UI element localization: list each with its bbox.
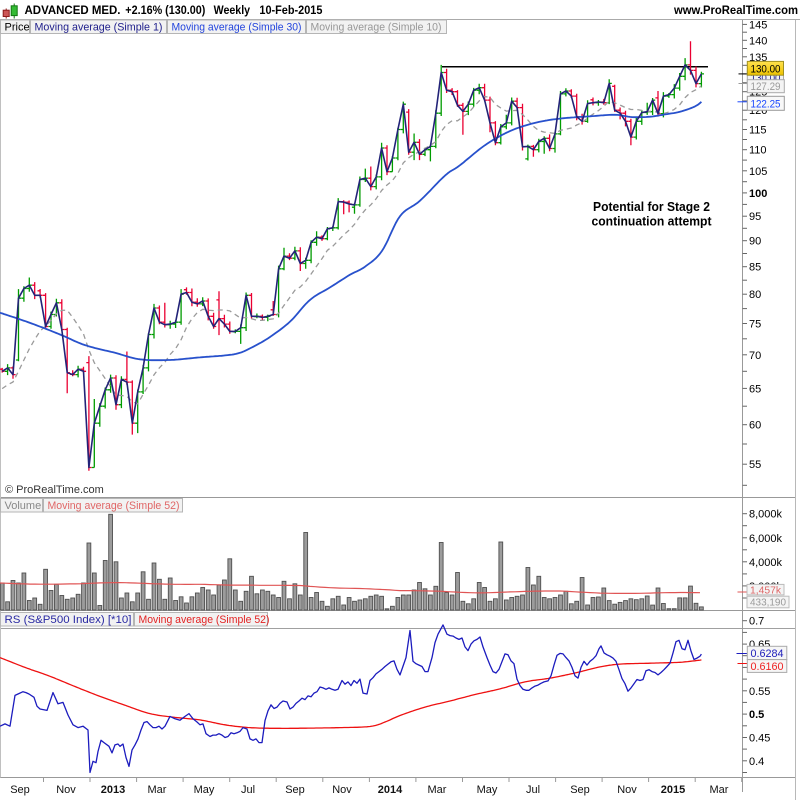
- svg-text:0.6160: 0.6160: [751, 661, 784, 673]
- svg-text:Moving average (Simple 52): Moving average (Simple 52): [139, 614, 270, 626]
- svg-text:0.7: 0.7: [749, 616, 764, 628]
- svg-text:0.5: 0.5: [749, 709, 764, 721]
- svg-text:1,457k: 1,457k: [750, 584, 782, 596]
- svg-text:6,000k: 6,000k: [749, 533, 783, 545]
- svg-text:Mar: Mar: [428, 784, 447, 796]
- svg-text:ADVANCED MED.: ADVANCED MED.: [25, 5, 121, 17]
- svg-text:Moving average (Simple 52): Moving average (Simple 52): [48, 500, 180, 512]
- svg-text:Nov: Nov: [332, 784, 352, 796]
- svg-text:145: 145: [749, 19, 767, 31]
- svg-text:© ProRealTime.com: © ProRealTime.com: [5, 484, 104, 496]
- svg-text:4,000k: 4,000k: [749, 557, 783, 569]
- svg-text:127.29: 127.29: [751, 81, 781, 93]
- svg-text:122.25: 122.25: [751, 99, 781, 111]
- svg-text:85: 85: [749, 262, 761, 274]
- svg-text:+2.16% (130.00): +2.16% (130.00): [125, 5, 205, 17]
- svg-text:8,000k: 8,000k: [749, 509, 783, 521]
- svg-text:2014: 2014: [378, 784, 403, 796]
- svg-text:135: 135: [749, 52, 767, 64]
- svg-text:Nov: Nov: [617, 784, 637, 796]
- svg-text:Mar: Mar: [148, 784, 167, 796]
- svg-text:Sep: Sep: [285, 784, 305, 796]
- svg-text:www.ProRealTime.com: www.ProRealTime.com: [673, 5, 798, 17]
- svg-text:10-Feb-2015: 10-Feb-2015: [259, 5, 323, 17]
- svg-text:Sep: Sep: [570, 784, 590, 796]
- svg-text:60: 60: [749, 420, 761, 432]
- svg-text:Jul: Jul: [526, 784, 540, 796]
- svg-text:Price: Price: [5, 21, 30, 33]
- svg-text:115: 115: [749, 125, 767, 137]
- svg-text:Jul: Jul: [241, 784, 255, 796]
- svg-text:Nov: Nov: [56, 784, 76, 796]
- svg-text:0.55: 0.55: [749, 686, 770, 698]
- svg-text:0.45: 0.45: [749, 733, 770, 745]
- svg-text:continuation attempt: continuation attempt: [592, 214, 713, 229]
- svg-text:Sep: Sep: [10, 784, 30, 796]
- svg-text:100: 100: [749, 188, 767, 200]
- svg-text:Potential for Stage 2: Potential for Stage 2: [593, 199, 710, 214]
- svg-text:140: 140: [749, 35, 767, 47]
- svg-text:May: May: [477, 784, 498, 796]
- svg-text:0.6284: 0.6284: [751, 648, 784, 660]
- svg-text:80: 80: [749, 289, 761, 301]
- svg-text:130.00: 130.00: [751, 63, 781, 75]
- svg-text:RS (S&P500 Index) [*10]: RS (S&P500 Index) [*10]: [5, 614, 132, 626]
- svg-text:May: May: [194, 784, 215, 796]
- svg-text:95: 95: [749, 211, 761, 223]
- svg-text:Mar: Mar: [710, 784, 729, 796]
- svg-text:0.4: 0.4: [749, 756, 764, 768]
- svg-text:90: 90: [749, 236, 761, 248]
- svg-text:433,190: 433,190: [750, 597, 786, 609]
- svg-text:Moving average (Simple 30): Moving average (Simple 30): [172, 21, 302, 33]
- svg-text:Volume: Volume: [5, 500, 42, 512]
- svg-text:Weekly: Weekly: [214, 5, 251, 17]
- svg-text:55: 55: [749, 459, 761, 471]
- svg-text:75: 75: [749, 319, 761, 331]
- svg-text:65: 65: [749, 383, 761, 395]
- svg-text:110: 110: [749, 145, 767, 157]
- svg-text:Moving average (Simple 1): Moving average (Simple 1): [35, 21, 163, 33]
- svg-text:105: 105: [749, 166, 767, 178]
- svg-text:2013: 2013: [101, 784, 125, 796]
- svg-text:2015: 2015: [661, 784, 685, 796]
- svg-text:Moving average (Simple 10): Moving average (Simple 10): [311, 21, 442, 33]
- svg-text:70: 70: [749, 350, 761, 362]
